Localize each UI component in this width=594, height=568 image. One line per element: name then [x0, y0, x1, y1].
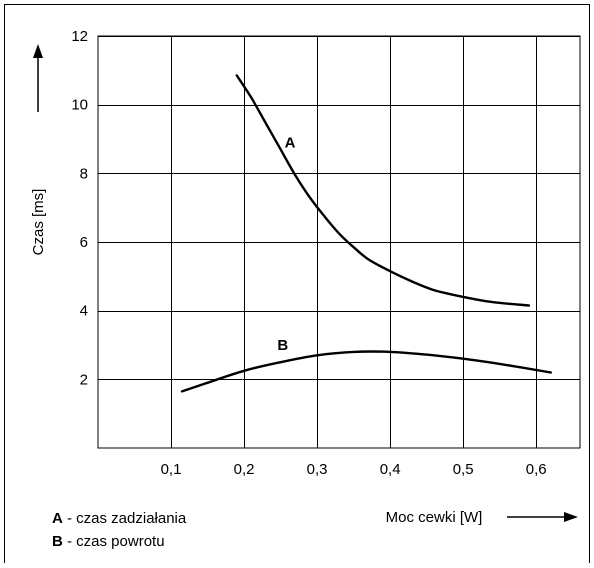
y-axis-arrow-head [33, 44, 43, 58]
legend-text-b: - czas powrotu [63, 533, 165, 550]
series-label-a: A [285, 134, 296, 151]
x-tick-label: 0,3 [307, 461, 328, 478]
legend-key-b: B [52, 533, 63, 550]
x-axis-arrow-head [564, 512, 578, 522]
y-tick-label: 2 [80, 371, 88, 388]
legend-text-a: - czas zadziałania [63, 510, 187, 527]
tick-labels: 0,1 0,2 0,3 0,4 0,5 0,6 2 4 6 8 10 12 [71, 28, 546, 478]
x-tick-label: 0,6 [526, 461, 547, 478]
legend-key-a: A [52, 510, 63, 527]
y-tick-label: 4 [80, 303, 88, 320]
x-tick-label: 0,2 [234, 461, 255, 478]
y-axis-title: Czas [ms] [30, 189, 47, 256]
series-line-b [180, 350, 552, 393]
legend-item-b: B - czas powrotu [52, 533, 165, 550]
x-tick-label: 0,4 [380, 461, 401, 478]
y-axis-title-group: Czas [ms] [30, 44, 47, 255]
legend-item-a: A - czas zadziałania [52, 510, 187, 527]
x-axis-title: Moc cewki [W] [386, 509, 483, 526]
y-tick-label: 10 [71, 97, 88, 114]
series-label-b: B [277, 337, 288, 354]
x-tick-label: 0,5 [453, 461, 474, 478]
y-tick-label: 6 [80, 234, 88, 251]
x-tick-label: 0,1 [161, 461, 182, 478]
y-tick-label: 8 [80, 165, 88, 182]
series-layer: AB [180, 74, 552, 393]
legend: A - czas zadziałania B - czas powrotu [52, 510, 187, 550]
grid [97, 35, 581, 449]
figure-frame [4, 4, 590, 563]
y-tick-label: 12 [71, 28, 88, 45]
x-axis-title-group: Moc cewki [W] [386, 509, 578, 526]
series-line-a [235, 74, 531, 307]
